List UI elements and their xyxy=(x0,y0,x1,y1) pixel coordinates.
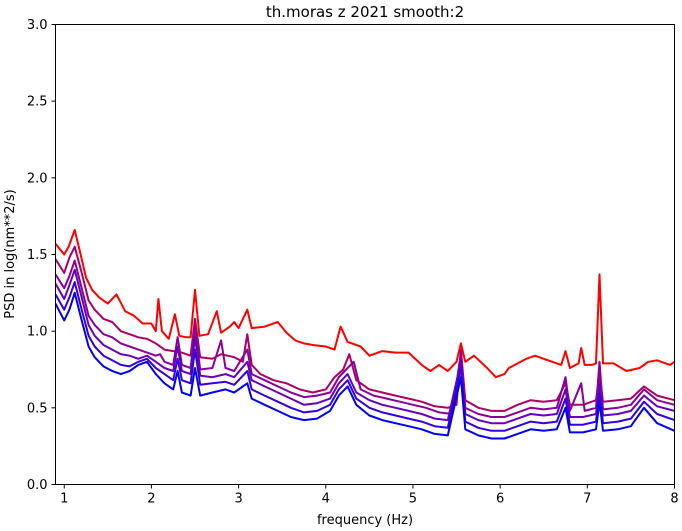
x-tick-label: 4 xyxy=(322,492,330,507)
x-tick-label: 3 xyxy=(234,492,242,507)
series-layer xyxy=(54,229,676,440)
x-axis-ticks: 1 2 3 4 5 6 7 8 xyxy=(60,484,679,507)
psd-series-line-3 xyxy=(54,259,675,418)
y-tick-label: 0.5 xyxy=(27,401,48,416)
chart-title: th.moras z 2021 smooth:2 xyxy=(266,3,464,21)
y-tick-label: 3.0 xyxy=(27,18,48,33)
y-tick-label: 2.5 xyxy=(27,95,48,110)
x-tick-label: 5 xyxy=(409,492,417,507)
x-axis-label: frequency (Hz) xyxy=(317,513,413,528)
y-tick-label: 2.0 xyxy=(27,171,48,186)
psd-series-line-6 xyxy=(54,291,675,440)
psd-series-line-4 xyxy=(54,268,675,425)
y-tick-label: 0.0 xyxy=(27,478,48,493)
x-tick-label: 7 xyxy=(583,492,591,507)
x-tick-label: 1 xyxy=(60,492,68,507)
psd-series-line-5 xyxy=(54,281,675,432)
y-tick-label: 1.5 xyxy=(27,248,48,263)
x-tick-label: 2 xyxy=(147,492,155,507)
psd-series-line-1 xyxy=(54,229,676,379)
y-tick-label: 1.0 xyxy=(27,325,48,340)
y-axis-label: PSD in log(nm**2/s) xyxy=(3,189,18,319)
x-tick-label: 6 xyxy=(496,492,504,507)
y-axis-ticks: 0.0 0.5 1.0 1.5 2.0 2.5 3.0 xyxy=(27,18,56,493)
x-tick-label: 8 xyxy=(670,492,678,507)
plot-frame xyxy=(55,24,675,485)
